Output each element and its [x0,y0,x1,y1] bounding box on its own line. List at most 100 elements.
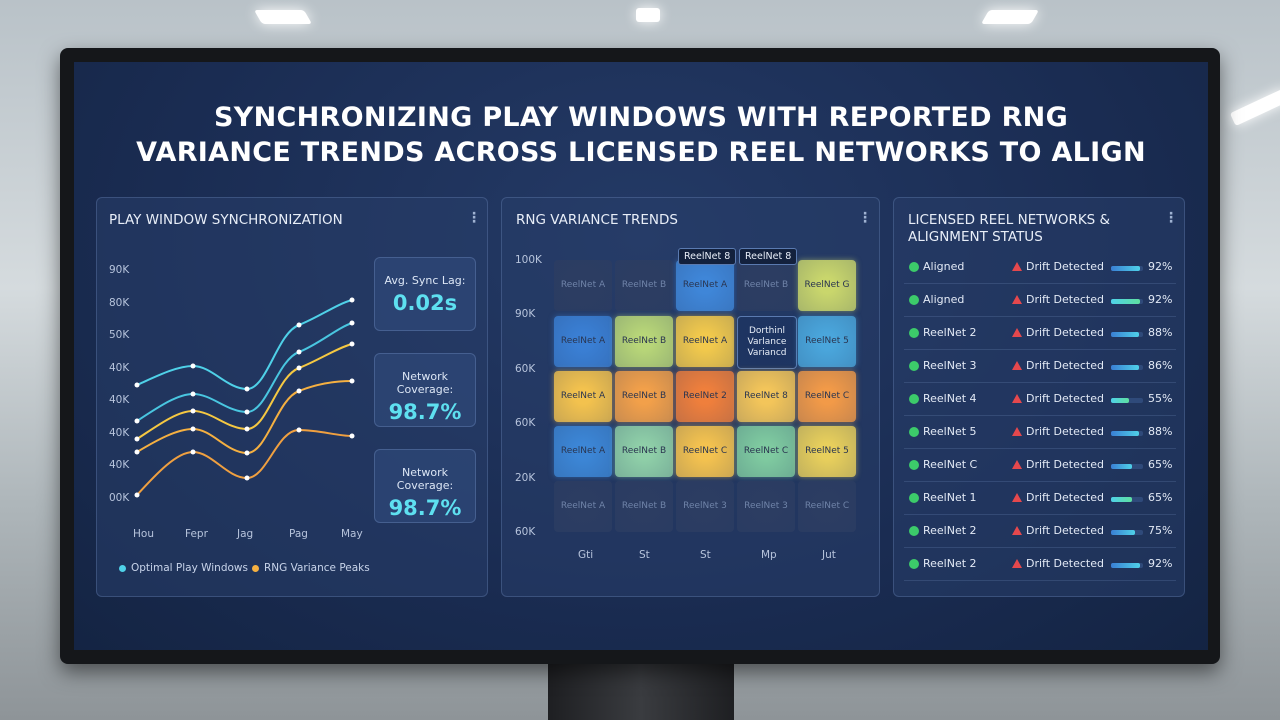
heatmap-cell[interactable]: Dorthinl Varlance Variancd [737,316,797,369]
y-axis-label: 80K [109,296,130,309]
line [136,299,353,391]
ok-icon [909,559,919,569]
heatmap-cell[interactable]: ReelNet B [615,260,673,311]
stat-value: 0.02s [392,291,458,315]
network-row: ReelNet 2 Drift Detected 88% [904,317,1176,350]
progress-track [1111,398,1143,403]
menu-button[interactable]: ⋮ [858,210,872,226]
heatmap-cell[interactable]: ReelNet B [615,371,673,422]
network-name: Aligned [923,293,965,306]
progress-track [1111,497,1143,502]
heatmap-cell[interactable]: ReelNet A [554,260,612,311]
heatmap-cell[interactable]: ReelNet A [676,316,734,367]
stat-card: Avg. Sync Lag: 0.02s [374,257,476,331]
drift-status: Drift Detected [1026,293,1104,306]
heatmap-cell[interactable]: ReelNet C [676,426,734,477]
network-name: Aligned [923,260,965,273]
heatmap-cell[interactable]: ReelNet C [798,371,856,422]
network-name: ReelNet 1 [923,491,977,504]
y-axis-label: 60K [515,526,536,538]
ok-icon [909,460,919,470]
heatmap-cell[interactable]: ReelNet 3 [676,481,734,532]
network-row: Aligned Drift Detected 92% [904,251,1176,284]
progress-bar [1111,464,1132,469]
ok-icon [909,394,919,404]
x-axis-label: St [639,549,650,561]
network-row: ReelNet 1 Drift Detected 65% [904,482,1176,515]
y-axis-label: 40K [109,459,130,471]
warning-icon [1012,328,1022,337]
ok-icon [909,295,919,305]
panel-title: PLAY WINDOW SYNCHRONIZATION [109,212,343,228]
network-row: ReelNet 2 Drift Detected 75% [904,515,1176,548]
heatmap-cell[interactable]: ReelNet 5 [798,426,856,477]
panel-title: ALIGNMENT STATUS [908,229,1043,245]
x-axis-label: May [341,528,363,540]
drift-status: Drift Detected [1026,425,1104,438]
tooltip: ReelNet 8 [739,248,798,265]
variance-panel: RNG VARIANCE TRENDS ⋮ 100K 90K 60K 60K 20K 60… [501,197,880,597]
line-plot [134,297,355,498]
progress-bar [1111,530,1135,535]
x-axis-label: St [700,549,711,561]
x-axis-label: Jag [237,528,254,540]
network-row: ReelNet 2 Drift Detected 92% [904,548,1176,581]
menu-button[interactable]: ⋮ [467,210,481,226]
network-row: ReelNet 4 Drift Detected 55% [904,383,1176,416]
heatmap-cell[interactable]: ReelNet B [615,316,673,367]
sync-panel: PLAY WINDOW SYNCHRONIZATION ⋮ [96,197,488,597]
network-name: ReelNet 2 [923,524,977,537]
progress-track [1111,299,1143,304]
network-row: ReelNet 5 Drift Detected 88% [904,416,1176,449]
ok-icon [909,262,919,272]
network-name: ReelNet 2 [923,326,977,339]
legend-dot [119,565,126,572]
dashboard-title: VARIANCE TRENDS ACROSS LICENSED REEL NET… [136,137,1146,168]
heatmap-cell[interactable]: ReelNet A [554,371,612,422]
stat-value: 98.7% [388,496,462,520]
progress-bar [1111,365,1139,370]
stat-value: 98.7% [388,400,462,424]
stat-label: Network Coverage: [396,370,454,396]
heatmap-cell[interactable]: ReelNet 2 [676,371,734,422]
drift-status: Drift Detected [1026,260,1104,273]
drift-status: Drift Detected [1026,392,1104,405]
network-name: ReelNet 2 [923,557,977,570]
ceiling-light [636,8,660,22]
heatmap-cell[interactable]: ReelNet 5 [798,316,856,367]
progress-bar [1111,332,1140,337]
panel-title: RNG VARIANCE TRENDS [516,212,678,228]
warning-icon [1012,526,1022,535]
network-name: ReelNet 4 [923,392,977,405]
ceiling-light [980,10,1040,24]
heatmap-cell[interactable]: ReelNet A [554,426,612,477]
heatmap-cell[interactable]: ReelNet C [737,426,795,477]
heatmap-cell[interactable]: ReelNet A [554,316,612,367]
warning-icon [1012,493,1022,502]
y-axis-label: 40K [109,426,130,439]
progress-bar [1111,266,1141,271]
heatmap-cell[interactable]: ReelNet 8 [737,371,795,422]
heatmap-cell[interactable]: ReelNet 3 [737,481,795,532]
legend-dot [252,565,259,572]
line [136,380,353,455]
drift-status: Drift Detected [1026,326,1104,339]
heatmap-cell[interactable]: ReelNet B [615,426,673,477]
heatmap-cell[interactable]: ReelNet B [615,481,673,532]
progress-bar [1111,497,1132,502]
ceiling-light [1229,87,1280,127]
menu-button[interactable]: ⋮ [1164,210,1178,226]
heatmap-cell[interactable]: ReelNet G [798,260,856,311]
ok-icon [909,427,919,437]
y-axis-label: 100K [515,254,542,266]
legend-label: Optimal Play Windows [131,562,248,574]
network-row: ReelNet C Drift Detected 65% [904,449,1176,482]
heatmap-cell[interactable]: ReelNet A [554,481,612,532]
drift-status: Drift Detected [1026,359,1104,372]
heatmap-cell[interactable]: ReelNet A [676,260,734,311]
progress-label: 92% [1148,293,1173,306]
heatmap-cell[interactable]: ReelNet C [798,481,856,532]
progress-label: 88% [1148,326,1173,339]
ok-icon [909,328,919,338]
heatmap-cell[interactable]: ReelNet B [737,260,795,311]
